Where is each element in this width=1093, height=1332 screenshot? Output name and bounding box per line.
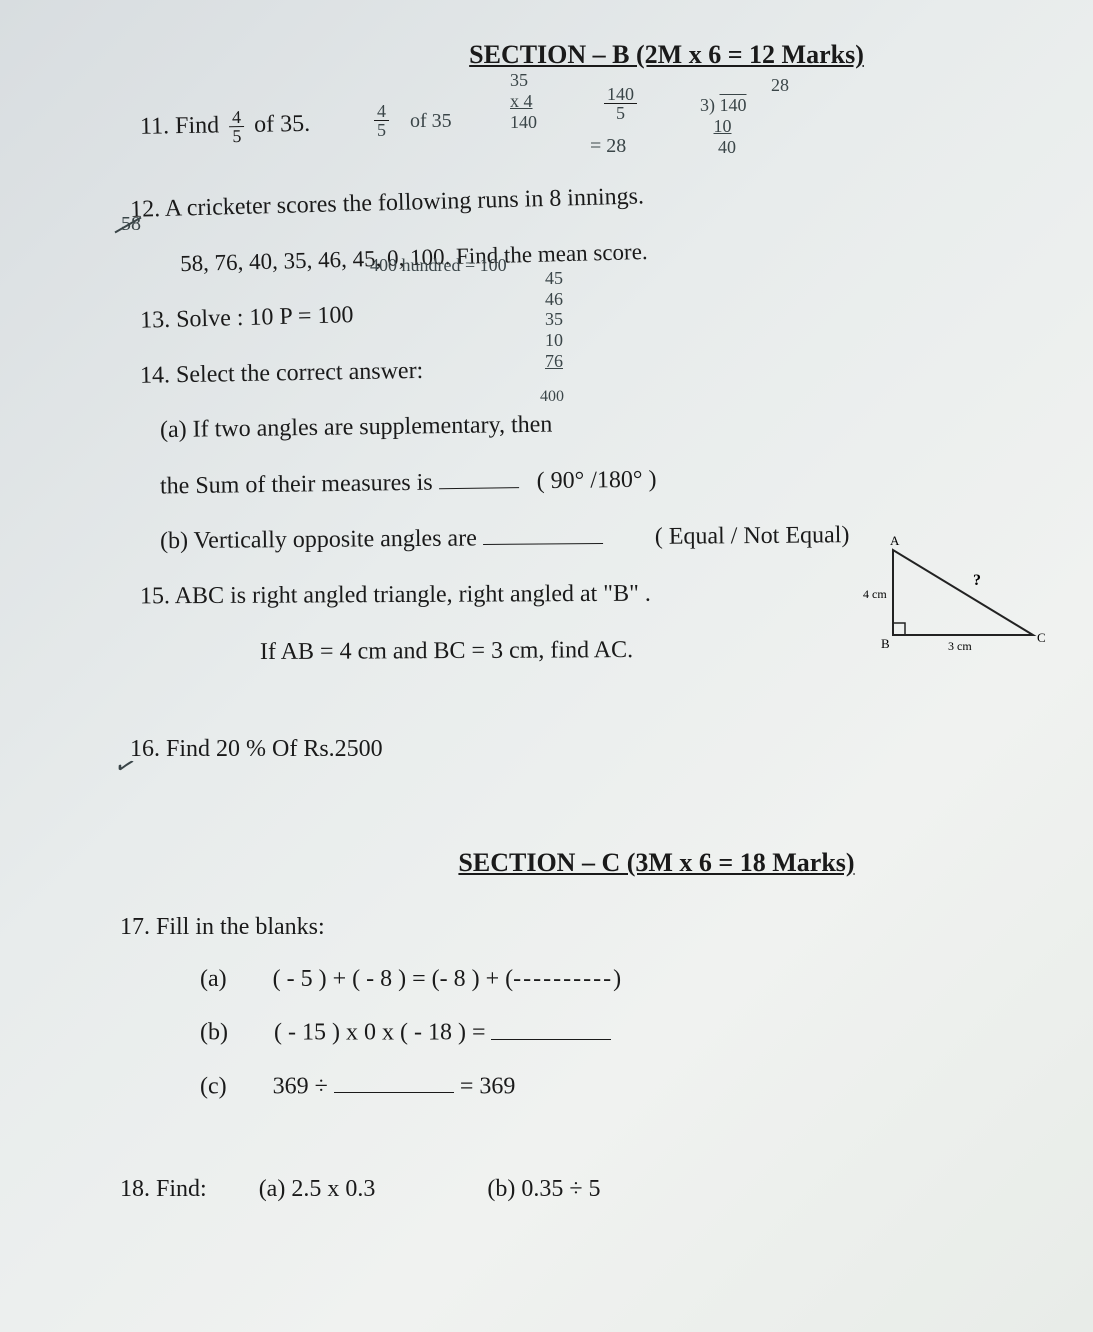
right-angle-mark xyxy=(893,623,905,635)
hand-35: 35 xyxy=(510,70,528,90)
q12-line1: A cricketer scores the following runs in… xyxy=(164,183,644,222)
hand-stack-2: 35 xyxy=(545,309,563,330)
triangle-bc-label: 3 cm xyxy=(948,639,972,653)
q17c-pre: 369 ÷ xyxy=(273,1073,334,1099)
hand-28: 28 xyxy=(771,75,789,95)
hand-frac-num: 4 xyxy=(374,102,389,121)
question-14a-line2: the Sum of their measures is ( 90° /180°… xyxy=(160,455,1033,506)
q14a2-pre: the Sum of their measures is xyxy=(160,470,439,500)
q14b-options: ( Equal / Not Equal) xyxy=(655,522,850,550)
hand-stack-1: 46 xyxy=(545,289,563,310)
hand-stack-3: 10 xyxy=(545,330,563,351)
q17b-expr: ( - 15 ) x 0 x ( - 18 ) = xyxy=(274,1020,492,1046)
question-12-data: 58, 76, 40, 35, 46, 45, 0, 100. Find the… xyxy=(180,224,1034,283)
q13-num: 13. xyxy=(140,307,171,334)
question-17a: (a) ( - 5 ) + ( - 8 ) = (- 8 ) + (------… xyxy=(200,966,1033,993)
q13-text: Solve : 10 P = 100 xyxy=(176,302,354,333)
hand-140c: 140 xyxy=(720,95,747,115)
question-14: 14. Select the correct answer: xyxy=(140,341,1034,395)
q16-text: Find 20 % Of Rs.2500 xyxy=(166,736,383,762)
question-18: 18. Find: (a) 2.5 x 0.3 (b) 0.35 ÷ 5 xyxy=(120,1170,1033,1208)
hand-longdiv: 3) 140 28 10 40 xyxy=(700,95,769,158)
question-16: 16. ✓ Find 20 % Of Rs.2500 xyxy=(130,730,1033,768)
q16-checkmark: ✓ xyxy=(109,745,141,788)
q14a-text: (a) If two angles are supplementary, the… xyxy=(160,412,553,443)
hand-stack-0: 45 xyxy=(545,268,563,289)
q17-num: 17. xyxy=(120,914,150,940)
q14a-options: ( 90° /180° ) xyxy=(536,467,656,495)
q18a: (a) 2.5 x 0.3 xyxy=(259,1176,376,1202)
q18-text: Find: xyxy=(156,1176,207,1202)
hand-x4: x 4 xyxy=(510,91,533,111)
triangle-diagram: A B C 4 cm 3 cm ? xyxy=(863,530,1053,665)
hand-10: 10 xyxy=(714,116,732,136)
q14b-pre: (b) Vertically opposite angles are xyxy=(160,526,483,555)
triangle-label-b: B xyxy=(881,636,890,651)
q14-num: 14. xyxy=(140,362,170,389)
q11-post: of 35. xyxy=(254,111,310,138)
q18-num: 18. xyxy=(120,1176,150,1202)
hand-140: 140 xyxy=(510,112,537,132)
hand-of35: of 35 xyxy=(410,110,452,133)
hand-140b: 140 xyxy=(604,85,637,104)
question-13: 13. Solve : 10 P = 100 xyxy=(140,278,1034,340)
hand-eq28: = 28 xyxy=(590,135,626,158)
question-14a-line1: (a) If two angles are supplementary, the… xyxy=(160,399,1033,450)
q18b: (b) 0.35 ÷ 5 xyxy=(487,1176,600,1202)
hand-frac: 45 xyxy=(370,102,393,139)
q17a-end: ) xyxy=(613,966,621,992)
frac-num: 4 xyxy=(229,108,244,127)
question-17c: (c) 369 ÷ = 369 xyxy=(200,1067,1033,1100)
frac-den: 5 xyxy=(229,127,244,145)
q15-line1: ABC is right angled triangle, right angl… xyxy=(175,581,651,609)
q14-text: Select the correct answer: xyxy=(176,357,424,387)
q15-num: 15. xyxy=(140,583,170,609)
q17-text: Fill in the blanks: xyxy=(156,914,325,940)
triangle-svg: A B C 4 cm 3 cm ? xyxy=(863,530,1053,660)
hand-frac-den: 5 xyxy=(374,121,389,139)
q11-fraction: 4 5 xyxy=(229,108,245,145)
hand-400hundred: 400 hundred = 100 xyxy=(370,255,507,276)
q14a-blank[interactable] xyxy=(438,462,518,490)
section-b-header: SECTION – B (2M x 6 = 12 Marks) xyxy=(300,40,1033,70)
triangle-shape xyxy=(893,550,1033,635)
hand-40: 40 xyxy=(718,137,736,157)
hand-3paren: 3) xyxy=(700,95,715,115)
hand-div: 1405 xyxy=(600,85,641,122)
q11-num: 11. xyxy=(140,113,170,140)
triangle-ab-label: 4 cm xyxy=(863,587,887,601)
question-12: 12. A cricketer scores the following run… xyxy=(130,167,1034,229)
triangle-label-a: A xyxy=(890,533,900,548)
hand-calc: 35 x 4 140 xyxy=(510,70,537,133)
question-17: 17. Fill in the blanks: xyxy=(120,908,1033,946)
q14b-blank[interactable] xyxy=(483,518,603,545)
q17c-blank[interactable] xyxy=(334,1067,454,1093)
hand-5: 5 xyxy=(604,104,637,122)
hand-400sum: 400 xyxy=(540,388,564,406)
q17b-blank[interactable] xyxy=(491,1013,611,1039)
question-11: 11. Find 4 5 of 35. xyxy=(140,92,1034,147)
q17c-post: = 369 xyxy=(454,1073,516,1099)
q17a-expr: ( - 5 ) + ( - 8 ) = (- 8 ) + ( xyxy=(273,966,514,992)
section-c-header: SECTION – C (3M x 6 = 18 Marks) xyxy=(280,848,1033,878)
question-17b: (b) ( - 15 ) x 0 x ( - 18 ) = xyxy=(200,1013,1033,1046)
hand-58-text: 58 xyxy=(121,213,141,235)
triangle-ac-label: ? xyxy=(973,572,981,589)
hand-58: 58 xyxy=(121,213,141,236)
q15-line2: If AB = 4 cm and BC = 3 cm, find AC. xyxy=(260,637,633,665)
triangle-label-c: C xyxy=(1037,630,1046,645)
q11-pre: Find xyxy=(175,112,225,139)
